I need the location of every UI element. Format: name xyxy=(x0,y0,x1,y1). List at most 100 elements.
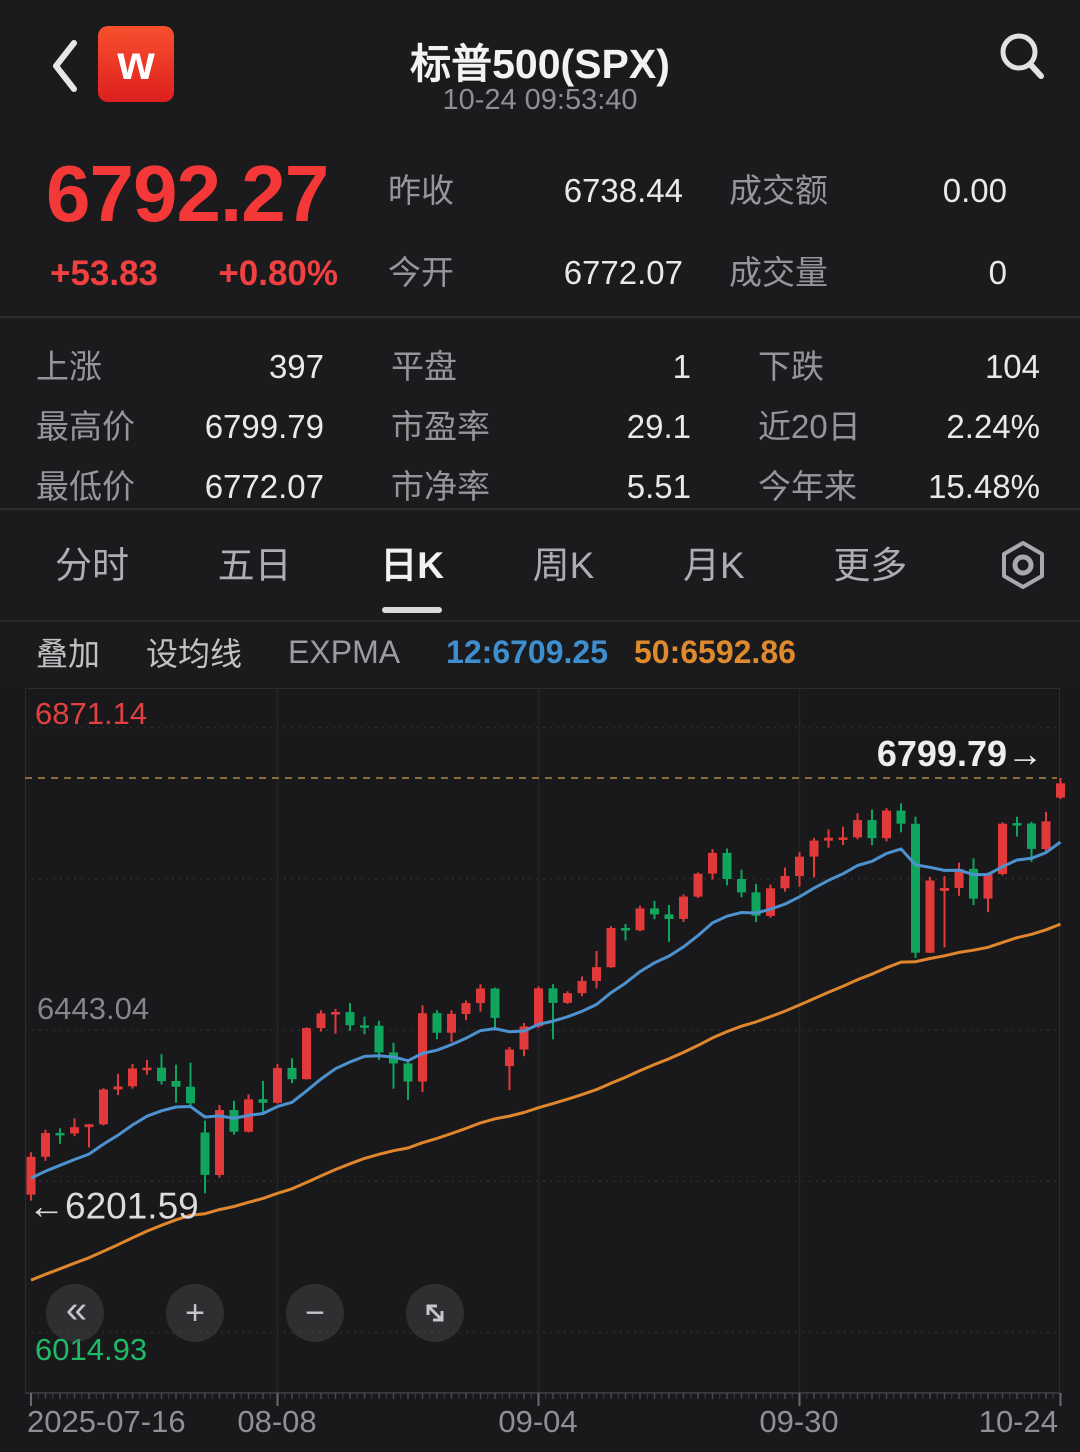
scale-mid-label: 6443.04 xyxy=(37,991,149,1026)
last-price: 6792.27 xyxy=(46,149,329,238)
candle-body xyxy=(563,993,572,1003)
candle-body xyxy=(128,1068,137,1087)
tab-more[interactable]: 更多 xyxy=(833,545,908,586)
search-icon xyxy=(1000,33,1044,79)
zoom-in-button[interactable]: + xyxy=(166,1284,224,1342)
annotations-layer: 6799.79→ ←6201.59 xyxy=(25,733,1057,1227)
candle-body xyxy=(592,967,601,981)
chart-settings-button[interactable] xyxy=(996,538,1050,592)
candle-body xyxy=(331,1012,340,1015)
x-label-start-date: 2025-07-16 xyxy=(27,1404,186,1439)
back-chevron-icon xyxy=(53,40,77,92)
chart-grid xyxy=(25,688,1060,1393)
fullscreen-button[interactable] xyxy=(406,1284,464,1342)
candle-body xyxy=(969,868,978,899)
page-title: 标普500(SPX) xyxy=(410,41,670,87)
candle-body xyxy=(215,1110,224,1175)
header: w 标普500(SPX) 10-24 09:53:40 xyxy=(0,0,1080,140)
candle-body xyxy=(679,896,688,919)
candle-body xyxy=(200,1132,210,1175)
low-price-annotation: ←6201.59 xyxy=(28,1186,199,1227)
price-change-row: +53.83 +0.80% xyxy=(50,254,338,294)
candle-body xyxy=(461,1003,471,1014)
ema50-readout: 50:6592.86 xyxy=(633,633,796,670)
ema12-line xyxy=(30,840,1062,1180)
tab-intraday[interactable]: 分时 xyxy=(55,545,129,586)
candle-body xyxy=(519,1026,529,1050)
tab-5day[interactable]: 五日 xyxy=(217,545,292,586)
pb-label: 市净率 xyxy=(391,468,490,505)
candle-body xyxy=(1012,823,1022,826)
stats-row-low: 最低价 6772.07 市净率 5.51 今年来 15.48% xyxy=(36,454,1040,514)
ema50-line xyxy=(30,922,1062,1282)
indicator-name[interactable]: EXPMA xyxy=(288,633,401,670)
tab-weekly-k[interactable]: 周K xyxy=(532,545,595,586)
candle-body xyxy=(302,1028,311,1080)
candle-body xyxy=(824,837,833,841)
search-button[interactable] xyxy=(992,28,1052,88)
candle-body xyxy=(113,1086,123,1090)
indicator-bar: 叠加 设均线 EXPMA 12:6709.25 50:6592.86 xyxy=(0,622,1080,682)
day-high-label: 最高价 xyxy=(36,408,135,445)
candle-body xyxy=(664,914,674,919)
last20d-label: 近20日 xyxy=(758,408,861,445)
candle-body xyxy=(940,887,949,891)
candle-body xyxy=(447,1013,456,1033)
scale-max-label: 6871.14 xyxy=(35,696,147,731)
tab-monthly-k[interactable]: 月K xyxy=(682,545,745,586)
candle-body xyxy=(621,928,630,931)
scroll-left-button[interactable]: « xyxy=(46,1284,104,1342)
field-prev-close: 昨收 6738.44 xyxy=(388,172,683,209)
candle-body xyxy=(650,908,659,915)
set-ma-button[interactable]: 设均线 xyxy=(146,636,243,672)
x-label-sep: 09-04 xyxy=(498,1404,577,1439)
candle-body xyxy=(795,856,804,876)
tab-daily-k[interactable]: 日K xyxy=(380,535,444,613)
candle-body xyxy=(911,823,920,953)
candle-body xyxy=(693,873,703,897)
candlestick-chart[interactable]: 6799.79→ ←6201.59 6871.14 6443.04 6014.93… xyxy=(0,682,1080,1452)
x-label-aug: 08-08 xyxy=(237,1404,316,1439)
candle-body xyxy=(577,980,587,994)
candle-body xyxy=(708,852,717,874)
candle-body xyxy=(505,1049,514,1067)
x-label-sep30: 09-30 xyxy=(759,1404,838,1439)
candle-body xyxy=(490,988,500,1018)
zoom-out-button[interactable]: − xyxy=(286,1284,344,1342)
candle-body xyxy=(432,1013,442,1033)
back-button[interactable] xyxy=(48,38,82,94)
x-label-end-date: 10-24 xyxy=(979,1404,1058,1439)
ytd-value: 15.48% xyxy=(928,468,1040,505)
wind-logo-letter: w xyxy=(117,37,155,90)
candle-body xyxy=(534,988,543,1027)
candle-body xyxy=(867,820,877,839)
day-high-value: 6799.79 xyxy=(204,408,324,445)
decliners-value: 104 xyxy=(984,348,1040,385)
double-chevron-left-icon: « xyxy=(65,1289,87,1331)
unchanged-value: 1 xyxy=(672,348,691,385)
candle-body xyxy=(84,1124,94,1128)
candle-body xyxy=(403,1063,413,1082)
candle-body xyxy=(374,1025,384,1053)
candle-body xyxy=(722,852,732,879)
gear-icon xyxy=(1001,541,1044,589)
candle-body xyxy=(983,873,993,899)
scale-min-label: 6014.93 xyxy=(35,1332,147,1367)
quote-timestamp: 10-24 09:53:40 xyxy=(442,84,638,116)
price-change-percent: +0.80% xyxy=(218,254,338,293)
ytd-label: 今年来 xyxy=(758,468,857,505)
candle-body xyxy=(41,1133,50,1157)
wind-app-logo[interactable]: w xyxy=(98,26,174,102)
candle-body xyxy=(838,837,848,840)
pb-value: 5.51 xyxy=(626,468,691,505)
active-tab-underline xyxy=(382,607,443,613)
candle-body xyxy=(606,928,616,968)
candle-body xyxy=(70,1127,79,1134)
overlay-button[interactable]: 叠加 xyxy=(36,636,101,672)
advancers-value: 397 xyxy=(268,348,324,385)
candle-body xyxy=(998,823,1007,874)
candle-body xyxy=(186,1086,195,1104)
candle-body xyxy=(954,869,964,888)
plus-icon: + xyxy=(185,1294,205,1332)
field-turnover: 成交额 0.00 xyxy=(729,172,1007,209)
